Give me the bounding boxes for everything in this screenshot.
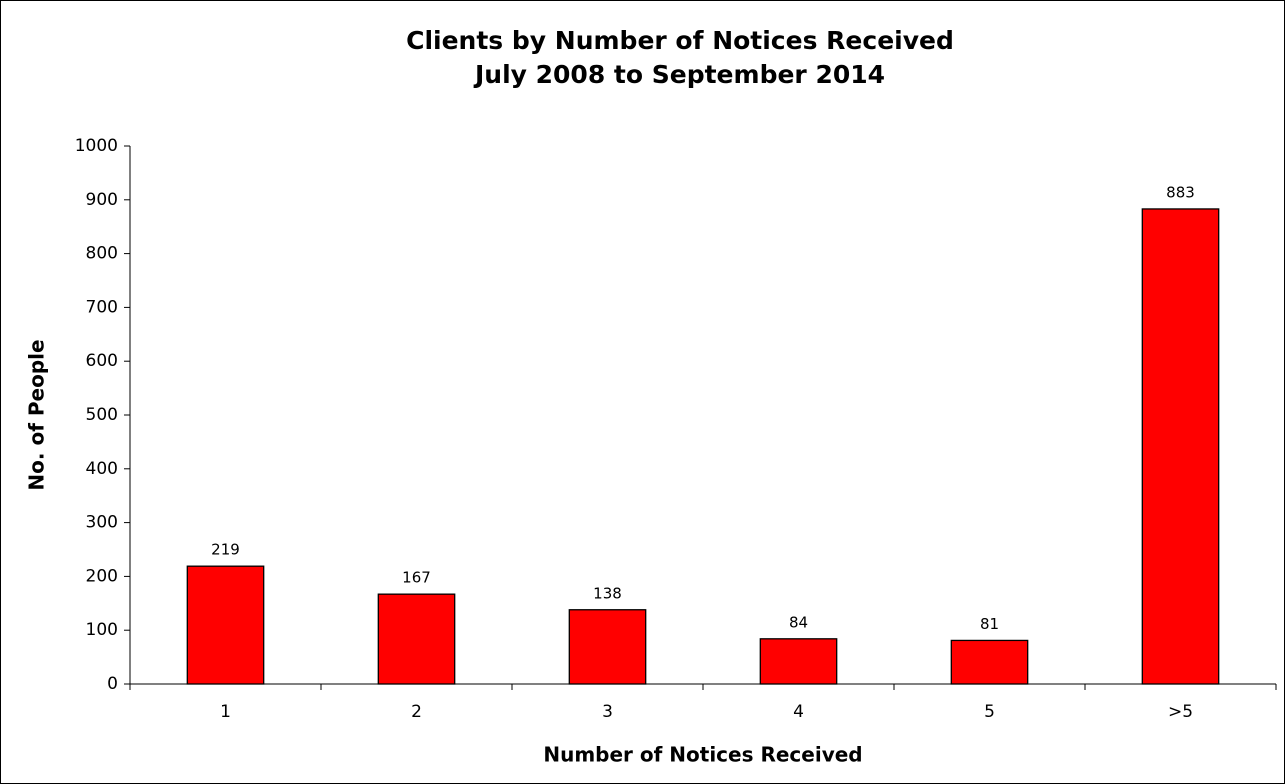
y-tick-label: 600 bbox=[86, 351, 118, 371]
chart-title: Clients by Number of Notices Received bbox=[406, 26, 954, 55]
x-tick-label: 1 bbox=[220, 702, 231, 722]
x-axis-title: Number of Notices Received bbox=[543, 743, 862, 767]
y-tick-label: 800 bbox=[86, 244, 118, 264]
y-tick-label: 400 bbox=[86, 459, 118, 479]
y-tick-label: 200 bbox=[86, 566, 118, 586]
data-label: 167 bbox=[402, 569, 431, 587]
data-label: 138 bbox=[593, 584, 622, 602]
data-label: 84 bbox=[789, 613, 808, 631]
bar bbox=[950, 639, 1029, 685]
data-label: 219 bbox=[211, 541, 240, 559]
bar bbox=[759, 638, 838, 685]
data-label: 81 bbox=[980, 615, 999, 633]
x-tick-label: >5 bbox=[1168, 702, 1193, 722]
y-tick-label: 0 bbox=[107, 674, 118, 694]
y-tick-label: 300 bbox=[86, 513, 118, 533]
data-label: 883 bbox=[1166, 183, 1195, 201]
y-tick-label: 100 bbox=[86, 620, 118, 640]
x-tick-label: 5 bbox=[984, 702, 995, 722]
bar bbox=[377, 593, 456, 685]
x-tick-label: 3 bbox=[602, 702, 613, 722]
y-axis-title: No. of People bbox=[25, 339, 49, 490]
bar bbox=[568, 609, 647, 685]
y-tick-label: 700 bbox=[86, 297, 118, 317]
x-tick-label: 4 bbox=[793, 702, 804, 722]
y-tick-label: 500 bbox=[86, 405, 118, 425]
bar bbox=[186, 565, 265, 685]
bar bbox=[1141, 208, 1220, 685]
x-tick-label: 2 bbox=[411, 702, 422, 722]
y-tick-label: 1000 bbox=[75, 136, 118, 156]
y-tick-label: 900 bbox=[86, 190, 118, 210]
chart-subtitle: July 2008 to September 2014 bbox=[473, 60, 885, 89]
